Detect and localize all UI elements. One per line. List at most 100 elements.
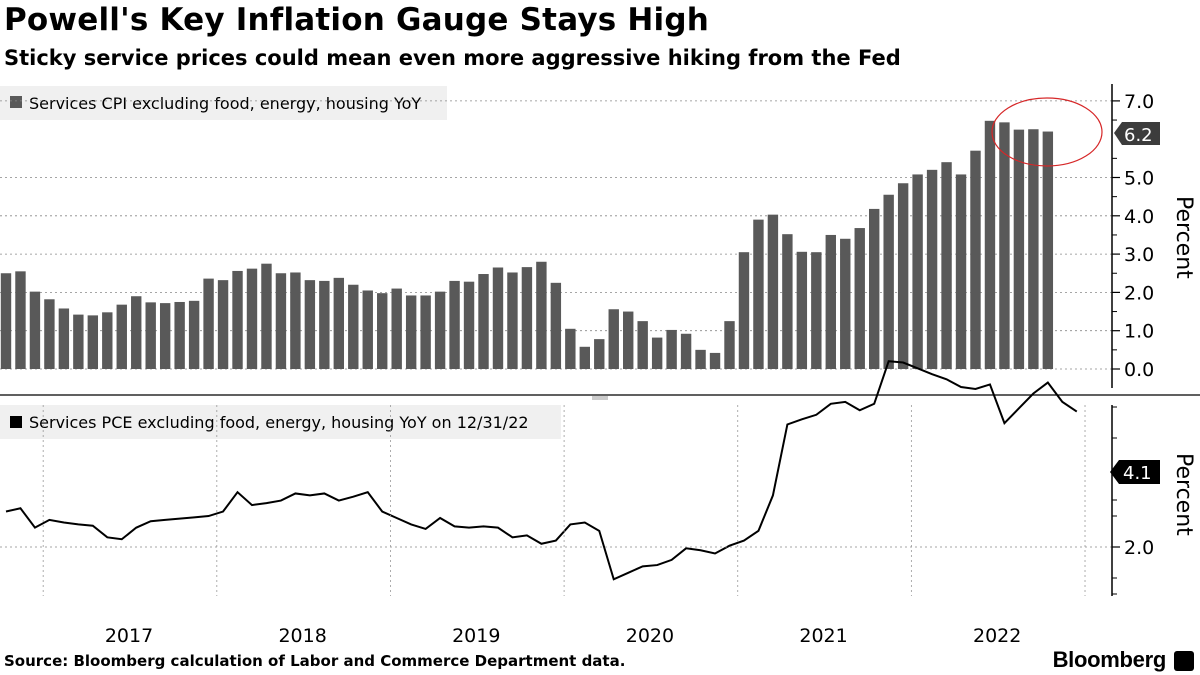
cpi-y-tick-label: 3.0 (1124, 244, 1154, 266)
cpi-bar (58, 308, 70, 369)
cpi-bar (767, 214, 779, 369)
cpi-y-tick-label: 5.0 (1124, 168, 1154, 190)
cpi-bar (579, 346, 590, 369)
pce-last-value-callout: 4.1 (1110, 460, 1160, 484)
cpi-bar (348, 284, 359, 369)
cpi-legend-text: Services CPI excluding food, energy, hou… (29, 94, 421, 113)
cpi-bar (883, 194, 894, 369)
pce-y-axis-title: Percent (1171, 453, 1196, 536)
cpi-bar (434, 291, 446, 369)
pce-legend-text: Services PCE excluding food, energy, hou… (29, 413, 529, 432)
pce-series-line (5, 360, 1078, 581)
cpi-bar (449, 280, 460, 369)
cpi-last-value-label: 6.2 (1124, 125, 1153, 146)
cpi-bar (999, 122, 1010, 369)
cpi-bar (87, 315, 99, 369)
cpi-legend-bg (0, 86, 447, 120)
cpi-y-tick-label: 1.0 (1124, 321, 1154, 343)
cpi-bar (362, 290, 373, 369)
source-note: Source: Bloomberg calculation of Labor a… (4, 652, 626, 670)
chart-title: Powell's Key Inflation Gauge Stays High (4, 2, 710, 38)
cpi-bar (666, 329, 677, 369)
cpi-bar (217, 280, 229, 369)
cpi-y-tick-label: 2.0 (1124, 282, 1154, 304)
cpi-y-axis-title: Percent (1171, 196, 1196, 279)
cpi-legend-swatch (10, 96, 22, 108)
cpi-bar (854, 228, 865, 369)
cpi-bar (782, 234, 793, 369)
cpi-bars (0, 120, 1054, 370)
cpi-bar (29, 291, 41, 369)
cpi-bar (1013, 129, 1025, 369)
highlight-circle (991, 97, 1103, 167)
cpi-bar (333, 277, 345, 369)
cpi-y-tick-label: 7.0 (1124, 91, 1154, 113)
x-tick-label: 2018 (278, 625, 326, 647)
cpi-bar (709, 352, 721, 369)
cpi-bar (159, 303, 171, 369)
cpi-bar (1042, 131, 1054, 369)
cpi-bar (869, 208, 880, 369)
cpi-bar (405, 295, 417, 369)
pce-panel: Services PCE excluding food, energy, hou… (0, 360, 1196, 596)
cpi-bar (753, 219, 764, 369)
cpi-bar (203, 278, 214, 369)
cpi-bar (941, 162, 952, 369)
cpi-bar (131, 296, 142, 369)
x-tick-label: 2020 (626, 625, 674, 647)
x-axis: 2017 2018 2019 2020 2021 2022 (42, 405, 1086, 647)
pce-last-value-label: 4.1 (1123, 463, 1152, 484)
cpi-bar (738, 252, 750, 369)
cpi-bar (695, 349, 706, 369)
bloomberg-logo: Bloomberg (1052, 647, 1167, 672)
cpi-bar (724, 321, 735, 370)
x-tick-label: 2017 (105, 625, 153, 647)
cpi-bar (0, 273, 12, 369)
x-tick-label: 2022 (973, 625, 1021, 647)
cpi-bar (102, 312, 113, 369)
cpi-bar (796, 251, 808, 369)
chart-subtitle: Sticky service prices could mean even mo… (4, 46, 901, 70)
cpi-bar (463, 281, 475, 369)
cpi-bar (116, 304, 127, 369)
cpi-bar (145, 302, 156, 369)
pce-y-tick-label: 2.0 (1124, 537, 1154, 559)
cpi-bar (15, 271, 26, 369)
cpi-bar (304, 280, 316, 369)
cpi-bar (44, 299, 55, 369)
cpi-bar (608, 309, 619, 369)
cpi-y-ticks: 0.0 1.0 2.0 3.0 4.0 5.0 7.0 (0, 91, 1154, 381)
cpi-bar (955, 174, 967, 369)
cpi-bar (174, 301, 185, 369)
cpi-bar (275, 273, 287, 369)
cpi-bar (319, 280, 330, 369)
cpi-bar (840, 238, 851, 369)
bloomberg-logo-icon (1174, 651, 1194, 671)
cpi-bar (565, 328, 576, 369)
cpi-bar (261, 263, 272, 369)
cpi-bar (912, 174, 923, 369)
cpi-bar (637, 321, 648, 370)
cpi-bar (492, 267, 504, 369)
cpi-bar (521, 267, 533, 369)
cpi-bar (73, 314, 84, 369)
cpi-bar (897, 183, 909, 369)
cpi-bar (594, 339, 605, 369)
cpi-bar (420, 295, 431, 369)
cpi-bar (623, 311, 634, 369)
cpi-y-tick-label: 4.0 (1124, 206, 1154, 228)
cpi-bar (507, 272, 518, 369)
cpi-bar (825, 234, 836, 369)
pce-legend-swatch (10, 416, 22, 428)
cpi-bar (984, 120, 996, 369)
cpi-bar (536, 261, 547, 369)
cpi-bar (290, 272, 301, 369)
cpi-y-tick-label: 0.0 (1124, 359, 1154, 381)
cpi-bar (680, 333, 692, 369)
x-tick-label: 2019 (452, 625, 500, 647)
cpi-bar (1028, 129, 1039, 369)
cpi-bar (970, 150, 981, 369)
cpi-bar (377, 293, 388, 369)
cpi-last-value-callout: 6.2 (1114, 122, 1160, 146)
